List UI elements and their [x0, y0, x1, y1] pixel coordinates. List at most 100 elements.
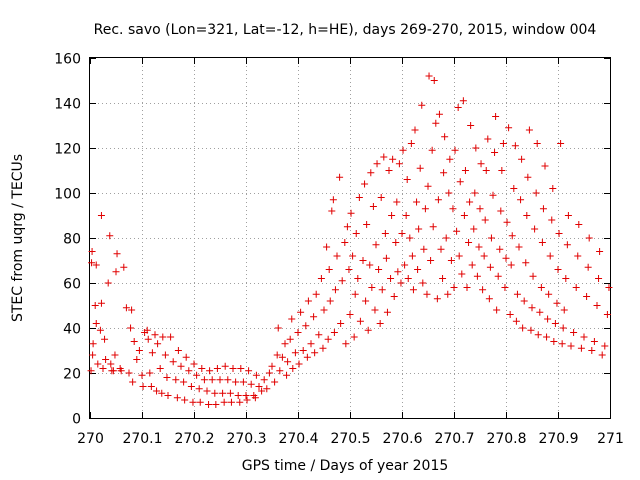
- data-point: [101, 335, 109, 343]
- data-point: [185, 367, 193, 375]
- data-point: [415, 225, 423, 233]
- data-point: [221, 362, 229, 370]
- data-point: [442, 234, 450, 242]
- data-point: [232, 378, 240, 386]
- data-point: [212, 401, 220, 408]
- data-point: [555, 230, 563, 237]
- data-point: [601, 342, 609, 350]
- data-point: [532, 189, 540, 197]
- x-tick-label: 270.8: [486, 431, 526, 447]
- data-point: [288, 315, 296, 323]
- data-point: [409, 286, 417, 294]
- data-point: [414, 266, 422, 273]
- data-point: [326, 297, 334, 305]
- data-point: [135, 347, 143, 354]
- data-point: [268, 362, 276, 370]
- data-point: [580, 333, 588, 341]
- data-point: [111, 351, 119, 359]
- data-point: [545, 290, 553, 298]
- data-point: [519, 324, 527, 332]
- data-point: [428, 146, 436, 154]
- data-point: [595, 275, 603, 282]
- data-point: [418, 101, 426, 109]
- chart-title: Rec. savo (Lon=321, Lat=-12, h=HE), days…: [94, 22, 597, 38]
- data-point: [501, 284, 509, 291]
- data-point: [291, 349, 299, 357]
- data-point: [373, 160, 381, 168]
- data-point: [276, 367, 284, 375]
- data-point: [307, 340, 315, 348]
- data-point: [480, 252, 488, 260]
- data-point: [229, 365, 237, 372]
- data-point: [499, 140, 507, 147]
- data-point: [446, 155, 454, 163]
- data-point: [92, 261, 100, 269]
- data-point: [574, 252, 582, 260]
- data-point: [338, 277, 346, 285]
- data-point: [281, 340, 289, 348]
- data-point: [351, 290, 359, 298]
- data-point: [598, 351, 606, 359]
- data-point: [433, 295, 441, 303]
- data-point: [320, 306, 328, 314]
- data-point: [456, 178, 464, 186]
- data-point: [529, 272, 537, 280]
- data-point: [387, 275, 395, 282]
- data-point: [458, 270, 466, 278]
- data-point: [324, 335, 332, 343]
- data-point: [331, 286, 339, 294]
- data-point: [411, 126, 419, 134]
- data-point: [481, 216, 489, 224]
- data-point: [505, 124, 513, 132]
- data-point: [167, 333, 175, 341]
- data-point: [482, 167, 490, 174]
- data-point: [583, 293, 591, 300]
- data-point: [104, 279, 112, 287]
- data-point: [220, 398, 228, 406]
- data-point: [395, 160, 403, 168]
- data-point: [484, 135, 492, 143]
- data-point: [475, 243, 483, 251]
- data-point: [588, 347, 596, 354]
- data-point: [352, 230, 360, 237]
- data-point: [182, 353, 190, 361]
- data-point: [503, 218, 511, 226]
- data-point: [180, 378, 188, 386]
- data-point: [466, 198, 474, 206]
- data-point: [511, 142, 519, 150]
- data-point: [496, 245, 504, 253]
- data-point: [237, 365, 245, 372]
- data-point: [596, 248, 604, 255]
- data-point: [465, 239, 473, 246]
- data-point: [463, 284, 471, 291]
- data-point: [528, 304, 536, 312]
- y-axis-label: STEC from uqrg / TECUs: [10, 154, 26, 322]
- data-point: [362, 297, 370, 305]
- data-point: [354, 275, 362, 282]
- x-tick-label: 270.6: [382, 431, 422, 447]
- data-point: [515, 243, 523, 251]
- data-point: [236, 398, 244, 406]
- data-point: [200, 376, 208, 384]
- data-point: [310, 313, 318, 321]
- data-point: [497, 207, 505, 215]
- data-point: [297, 308, 305, 316]
- data-point: [226, 389, 234, 397]
- data-point: [533, 140, 541, 147]
- data-point: [216, 376, 224, 384]
- data-point: [328, 207, 336, 215]
- data-point: [359, 257, 367, 264]
- data-point: [520, 297, 528, 305]
- data-point: [416, 164, 424, 172]
- data-point: [361, 180, 369, 188]
- data-point: [534, 331, 542, 339]
- data-point: [243, 396, 251, 404]
- data-point: [383, 308, 391, 316]
- data-point: [444, 290, 452, 298]
- data-point: [394, 268, 402, 276]
- data-point: [430, 77, 438, 84]
- data-point: [451, 146, 459, 154]
- data-point: [551, 320, 559, 327]
- data-point: [350, 333, 358, 341]
- data-point: [97, 299, 105, 307]
